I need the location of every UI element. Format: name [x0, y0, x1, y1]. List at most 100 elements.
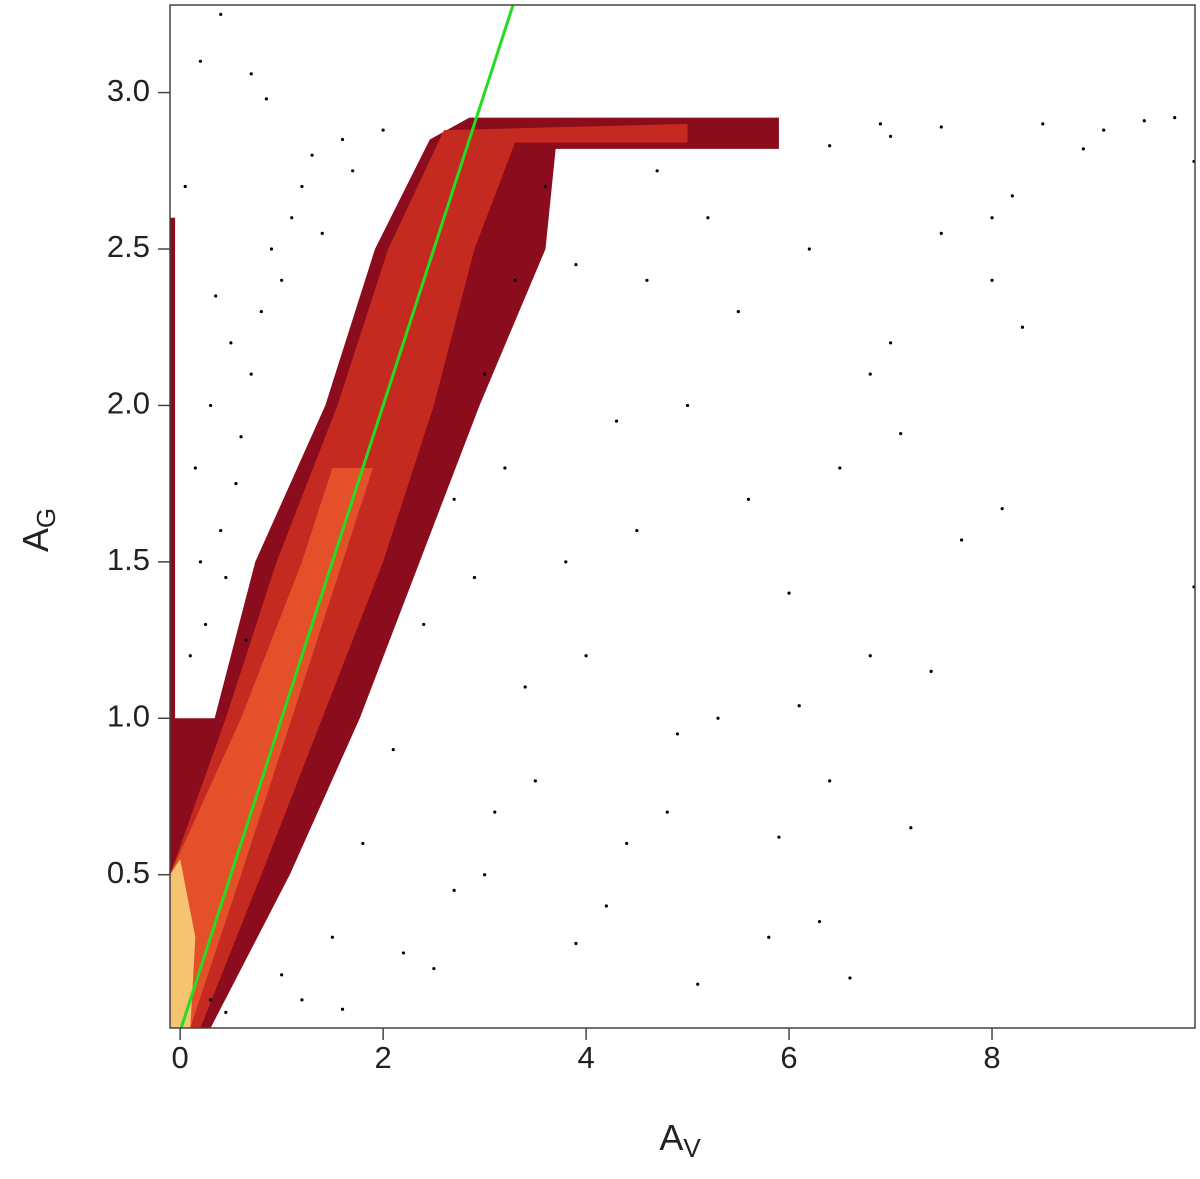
point — [244, 638, 248, 642]
point — [645, 278, 649, 282]
point — [300, 998, 304, 1002]
plot-frame — [169, 4, 1196, 1029]
density-region — [170, 859, 196, 1028]
x-tick-label: 6 — [780, 1040, 797, 1075]
point — [310, 153, 314, 157]
point — [208, 403, 213, 408]
point — [198, 560, 203, 564]
point — [675, 732, 680, 736]
point — [351, 169, 355, 173]
point — [264, 97, 269, 101]
point — [249, 372, 253, 376]
point — [280, 278, 284, 282]
y-tick-label: 1.0 — [107, 698, 150, 733]
point — [543, 184, 548, 189]
point — [432, 966, 436, 971]
point — [604, 904, 608, 908]
point — [665, 810, 669, 814]
point — [746, 497, 751, 501]
point — [868, 372, 872, 376]
point — [513, 278, 517, 282]
point — [320, 231, 324, 235]
point — [188, 654, 192, 658]
point — [878, 122, 882, 126]
point — [198, 59, 203, 63]
point — [290, 216, 294, 220]
point — [1010, 194, 1014, 198]
point — [269, 247, 274, 251]
y-tick-label: 0.5 — [107, 855, 150, 890]
fit-line — [179, 5, 515, 1028]
point — [1081, 147, 1085, 151]
point — [330, 935, 334, 939]
y-label-main: A — [15, 528, 56, 552]
point — [300, 184, 304, 189]
x-tick-label: 4 — [577, 1040, 594, 1075]
point — [625, 841, 629, 846]
point — [838, 466, 842, 470]
point — [340, 1007, 345, 1011]
point — [183, 184, 187, 189]
point — [574, 941, 578, 946]
point — [340, 137, 345, 142]
x-tick-label: 0 — [172, 1040, 189, 1075]
point — [909, 826, 913, 830]
point — [828, 779, 832, 783]
point — [736, 309, 740, 314]
point — [706, 216, 710, 220]
point — [929, 669, 933, 673]
point — [848, 976, 852, 980]
point — [584, 654, 588, 658]
point — [1142, 119, 1146, 123]
point — [361, 841, 365, 846]
point — [564, 560, 568, 564]
point — [797, 704, 801, 708]
point — [1000, 507, 1004, 511]
point — [817, 920, 822, 924]
point — [685, 403, 690, 408]
point — [224, 575, 228, 580]
x-tick-label: 2 — [374, 1040, 391, 1075]
point — [391, 747, 395, 752]
point — [990, 216, 994, 220]
point — [787, 591, 791, 595]
point — [888, 341, 893, 345]
point — [452, 888, 456, 892]
point — [259, 309, 263, 314]
point — [696, 982, 700, 986]
point — [716, 716, 720, 720]
point — [229, 341, 233, 345]
point — [1173, 116, 1177, 120]
point — [990, 278, 994, 282]
point — [483, 873, 487, 877]
point — [888, 134, 893, 138]
y-axis-label: AG — [15, 508, 61, 552]
y-label-sub: G — [31, 508, 61, 528]
point — [523, 685, 527, 689]
x-label-sub: V — [683, 1133, 701, 1163]
point — [219, 12, 223, 16]
point — [939, 125, 943, 129]
point — [767, 935, 771, 939]
y-tick-label: 1.5 — [107, 542, 150, 577]
point — [193, 466, 197, 470]
point — [959, 538, 964, 542]
y-tick-label: 2.5 — [107, 229, 150, 264]
plot-area — [170, 5, 1195, 1028]
y-tick-label: 2.0 — [107, 386, 150, 421]
point — [214, 294, 218, 298]
point — [452, 497, 456, 501]
point — [503, 466, 507, 470]
x-tick-label: 8 — [983, 1040, 1000, 1075]
point — [208, 998, 213, 1002]
point — [899, 431, 903, 436]
y-tick-label: 3.0 — [107, 73, 150, 108]
point — [234, 482, 238, 486]
point — [219, 528, 223, 533]
point — [1041, 122, 1045, 126]
point — [280, 973, 284, 977]
point — [939, 231, 943, 235]
point — [422, 622, 426, 627]
